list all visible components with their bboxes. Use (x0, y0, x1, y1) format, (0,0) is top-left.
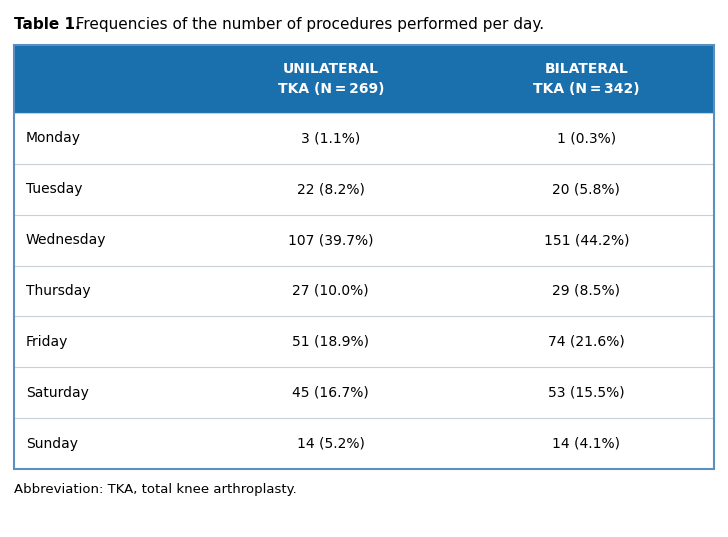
Bar (14, 266, 714, 316)
Text: Friday: Friday (26, 335, 68, 349)
Text: 51 (18.9%): 51 (18.9%) (292, 335, 369, 349)
Text: 151 (44.2%): 151 (44.2%) (544, 233, 629, 247)
Bar (14, 45, 714, 113)
Text: 74 (21.6%): 74 (21.6%) (548, 335, 625, 349)
Text: 45 (16.7%): 45 (16.7%) (293, 386, 369, 400)
Text: 29 (8.5%): 29 (8.5%) (553, 284, 620, 298)
Bar (14, 316, 714, 367)
Text: Frequencies of the number of procedures performed per day.: Frequencies of the number of procedures … (66, 17, 544, 32)
Text: Thursday: Thursday (26, 284, 90, 298)
Text: Tuesday: Tuesday (26, 182, 82, 197)
Bar (14, 113, 714, 164)
Text: 53 (15.5%): 53 (15.5%) (548, 386, 625, 400)
Text: 14 (4.1%): 14 (4.1%) (553, 437, 620, 451)
Text: Sunday: Sunday (26, 437, 78, 451)
Text: 14 (5.2%): 14 (5.2%) (297, 437, 365, 451)
Bar (14, 215, 714, 266)
Text: BILATERAL
TKA (N = 342): BILATERAL TKA (N = 342) (533, 62, 640, 96)
Text: Wednesday: Wednesday (26, 233, 106, 247)
Text: Saturday: Saturday (26, 386, 89, 400)
Bar (14, 418, 714, 469)
Text: Monday: Monday (26, 132, 81, 146)
Text: Abbreviation: TKA, total knee arthroplasty.: Abbreviation: TKA, total knee arthroplas… (14, 483, 297, 496)
Text: 1 (0.3%): 1 (0.3%) (557, 132, 616, 146)
Text: UNILATERAL
TKA (N = 269): UNILATERAL TKA (N = 269) (277, 62, 384, 96)
Text: 22 (8.2%): 22 (8.2%) (297, 182, 365, 197)
Bar (14, 45, 714, 469)
Bar (14, 367, 714, 418)
Text: 27 (10.0%): 27 (10.0%) (293, 284, 369, 298)
Text: 20 (5.8%): 20 (5.8%) (553, 182, 620, 197)
Text: Table 1.: Table 1. (14, 17, 81, 32)
Text: 3 (1.1%): 3 (1.1%) (301, 132, 360, 146)
Text: 107 (39.7%): 107 (39.7%) (288, 233, 373, 247)
Bar (14, 164, 714, 215)
